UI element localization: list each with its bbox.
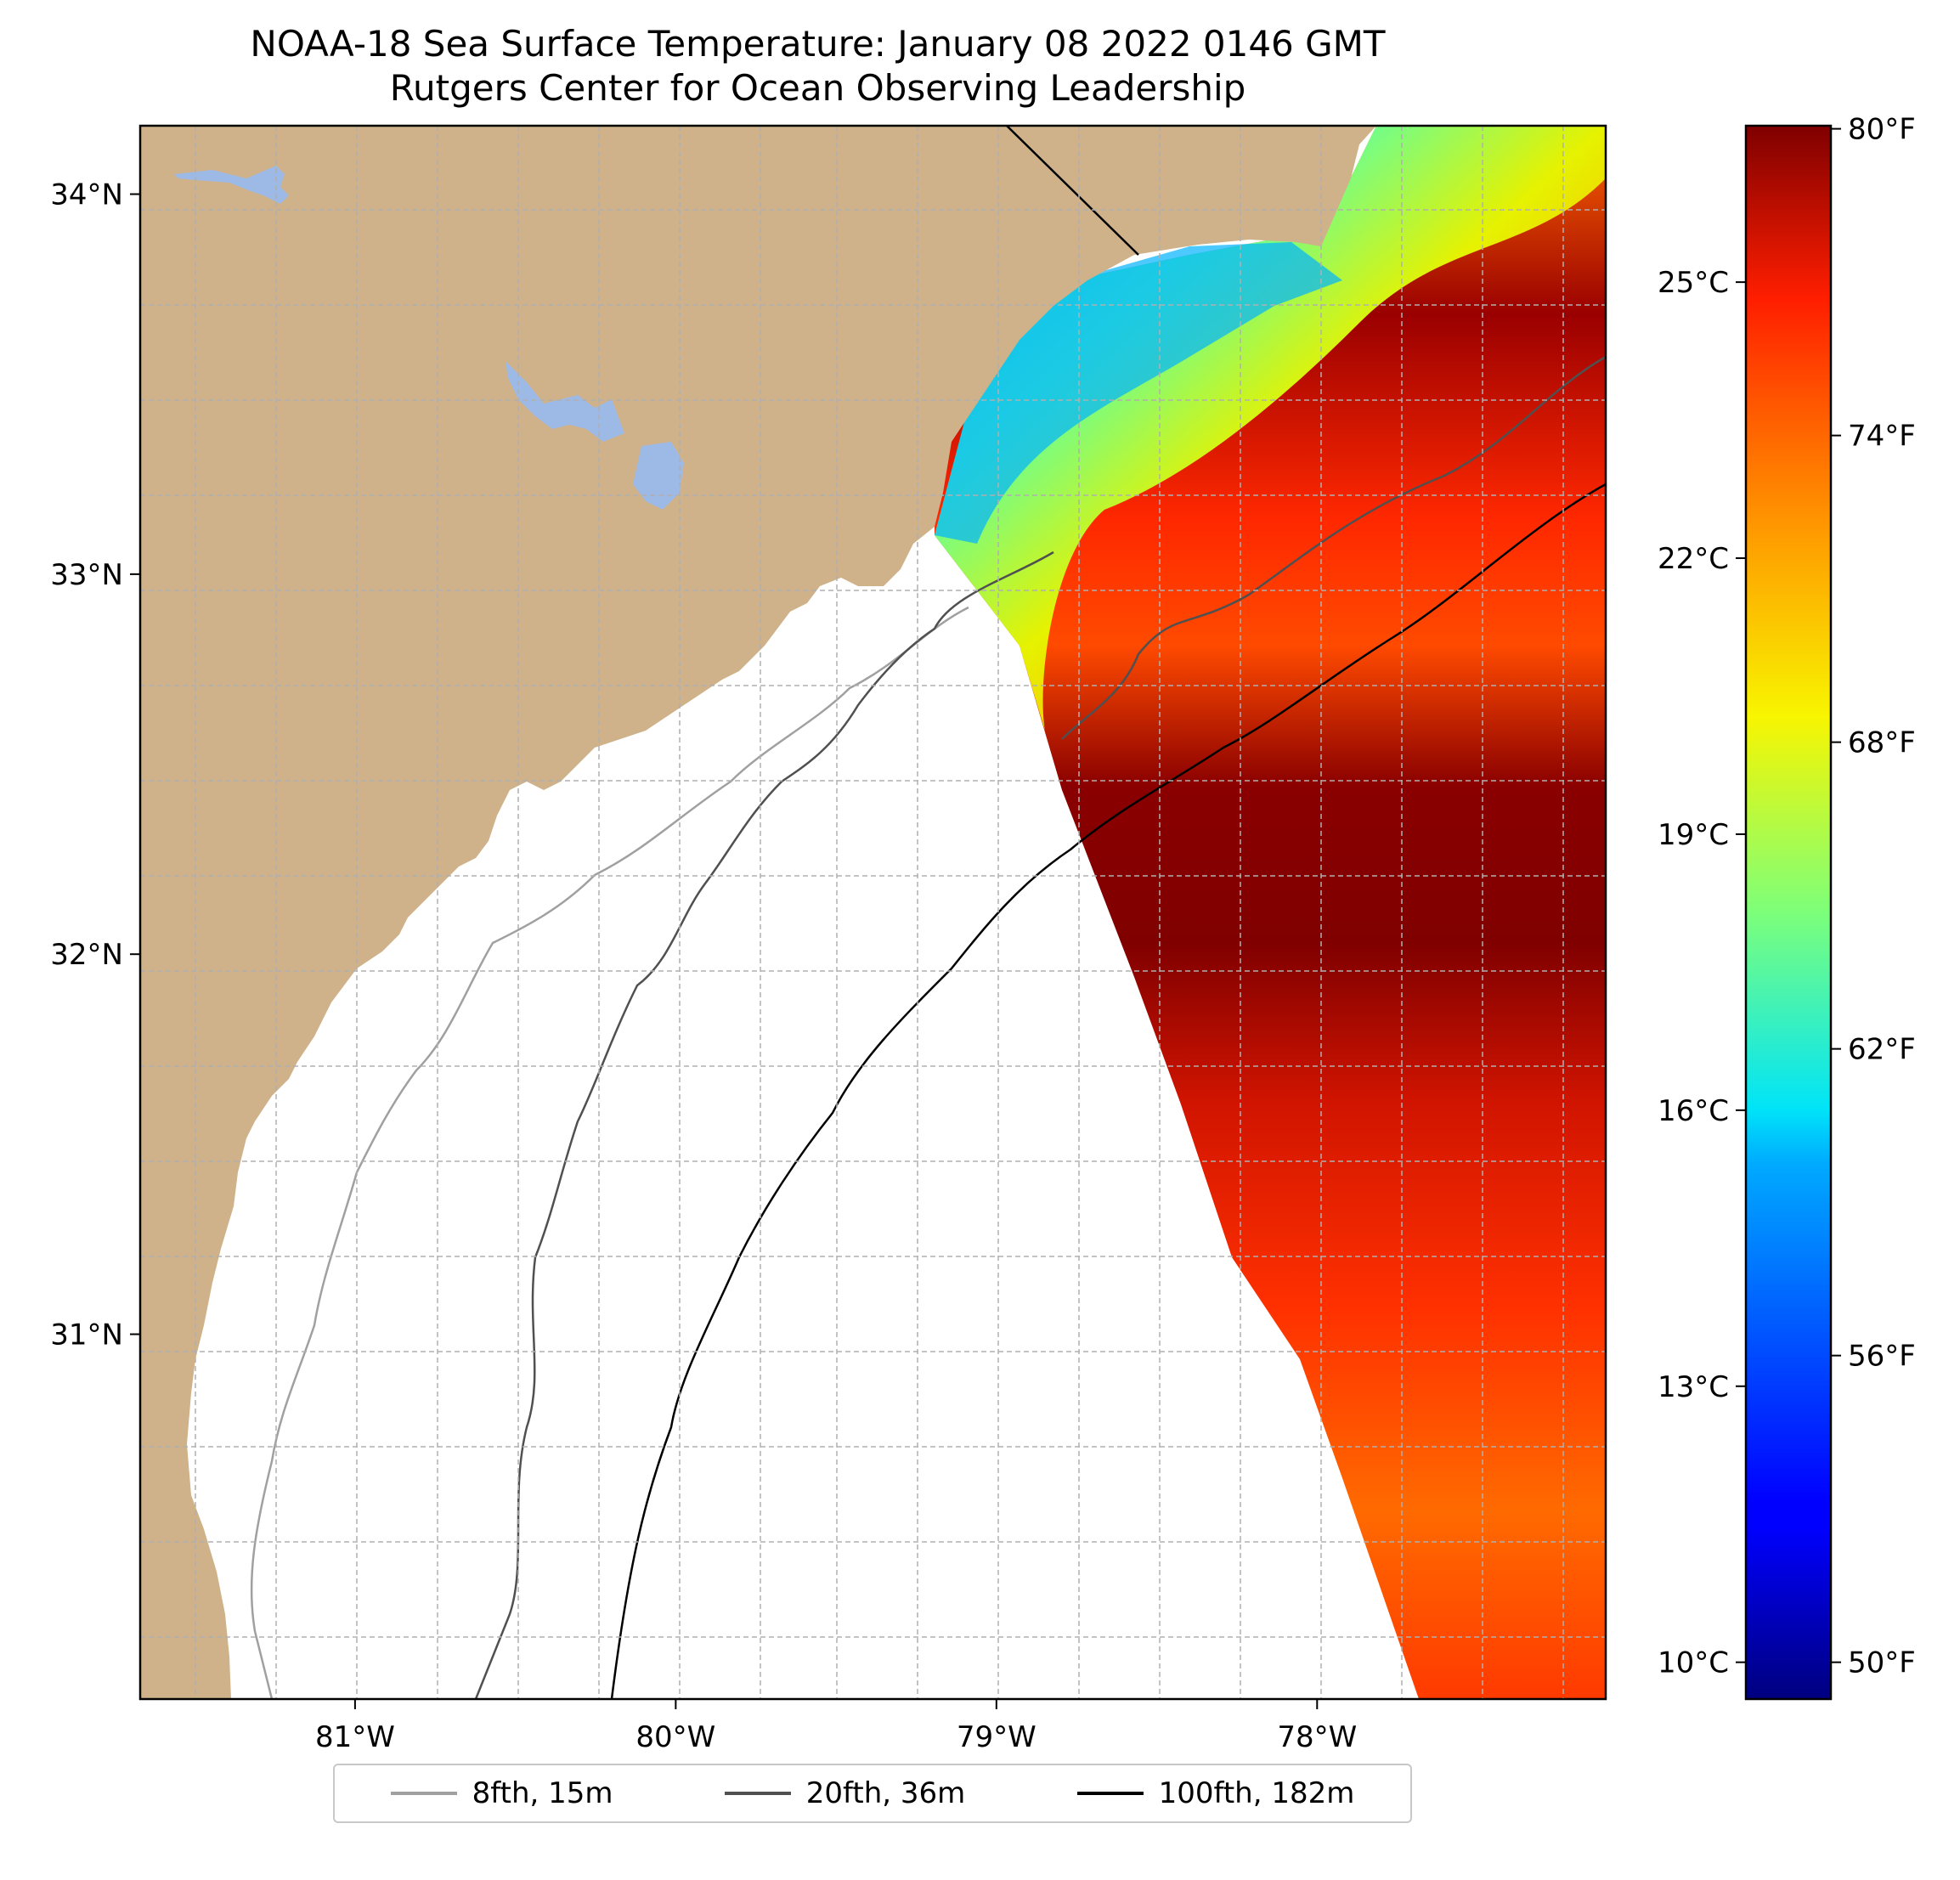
lon-tick-label: 78°W [1277, 1720, 1357, 1754]
chart-title: NOAA-18 Sea Surface Temperature: January… [136, 22, 1500, 110]
contour-8fth [250, 606, 969, 1699]
contour-20fth-east [1061, 355, 1606, 740]
fahrenheit-tick-label: 56°F [1848, 1340, 1916, 1374]
bathymetry-legend: 8fth, 15m 20fth, 36m 100fth, 182m [333, 1764, 1412, 1823]
legend-label-8fth: 8fth, 15m [472, 1776, 613, 1810]
lon-tick-label: 80°W [635, 1720, 715, 1754]
lon-tick-label: 81°W [315, 1720, 395, 1754]
fahrenheit-tick-label: 74°F [1848, 420, 1916, 454]
legend-line-20fth [724, 1792, 791, 1795]
fahrenheit-tick-label: 80°F [1848, 113, 1916, 147]
lake-north [174, 166, 289, 204]
lat-tick-label: 34°N [50, 178, 123, 212]
legend-label-100fth: 100fth, 182m [1158, 1776, 1355, 1810]
lon-tick-label: 79°W [957, 1720, 1036, 1754]
title-line-1: NOAA-18 Sea Surface Temperature: January… [250, 23, 1386, 65]
lake-marion [506, 361, 624, 442]
lat-tick-label: 31°N [50, 1318, 123, 1352]
title-line-2: Rutgers Center for Ocean Observing Leade… [389, 67, 1246, 109]
lat-tick-label: 32°N [50, 938, 123, 972]
legend-item-8fth: 8fth, 15m [390, 1776, 613, 1810]
lat-tick-label: 33°N [50, 558, 123, 592]
sst-swath [935, 126, 1606, 1699]
legend-line-8fth [390, 1792, 457, 1795]
legend-label-20fth: 20fth, 36m [805, 1776, 966, 1810]
colorbar-celsius-axis: 10°C 13°C 16°C 19°C 22°C 25°C [1658, 266, 1746, 1680]
latitude-axis: 31°N 32°N 33°N 34°N [50, 178, 140, 1352]
legend-item-20fth: 20fth, 36m [724, 1776, 966, 1810]
celsius-tick-label: 19°C [1658, 818, 1729, 852]
gridlines [140, 126, 1606, 1699]
celsius-tick-label: 13°C [1658, 1370, 1729, 1404]
contour-100fth [610, 483, 1606, 1699]
celsius-tick-label: 16°C [1658, 1094, 1729, 1128]
celsius-tick-label: 22°C [1658, 542, 1729, 576]
land-mass [140, 126, 1376, 1699]
plot-frame [138, 124, 1607, 1701]
fahrenheit-tick-label: 50°F [1848, 1646, 1916, 1680]
state-border [1006, 126, 1139, 256]
legend-item-100fth: 100fth, 182m [1076, 1776, 1355, 1810]
colorbar [1744, 124, 1833, 1701]
longitude-axis: 81°W 80°W 79°W 78°W [315, 1699, 1357, 1754]
celsius-tick-label: 25°C [1658, 266, 1729, 300]
fahrenheit-tick-label: 62°F [1848, 1033, 1916, 1067]
lake-moultrie [633, 442, 684, 510]
legend-line-100fth [1076, 1792, 1144, 1795]
contour-20fth [474, 550, 1054, 1699]
fahrenheit-tick-label: 68°F [1848, 726, 1916, 760]
celsius-tick-label: 10°C [1658, 1646, 1729, 1680]
colorbar-fahrenheit-axis: 50°F 56°F 62°F 68°F 74°F 80°F [1831, 113, 1916, 1680]
